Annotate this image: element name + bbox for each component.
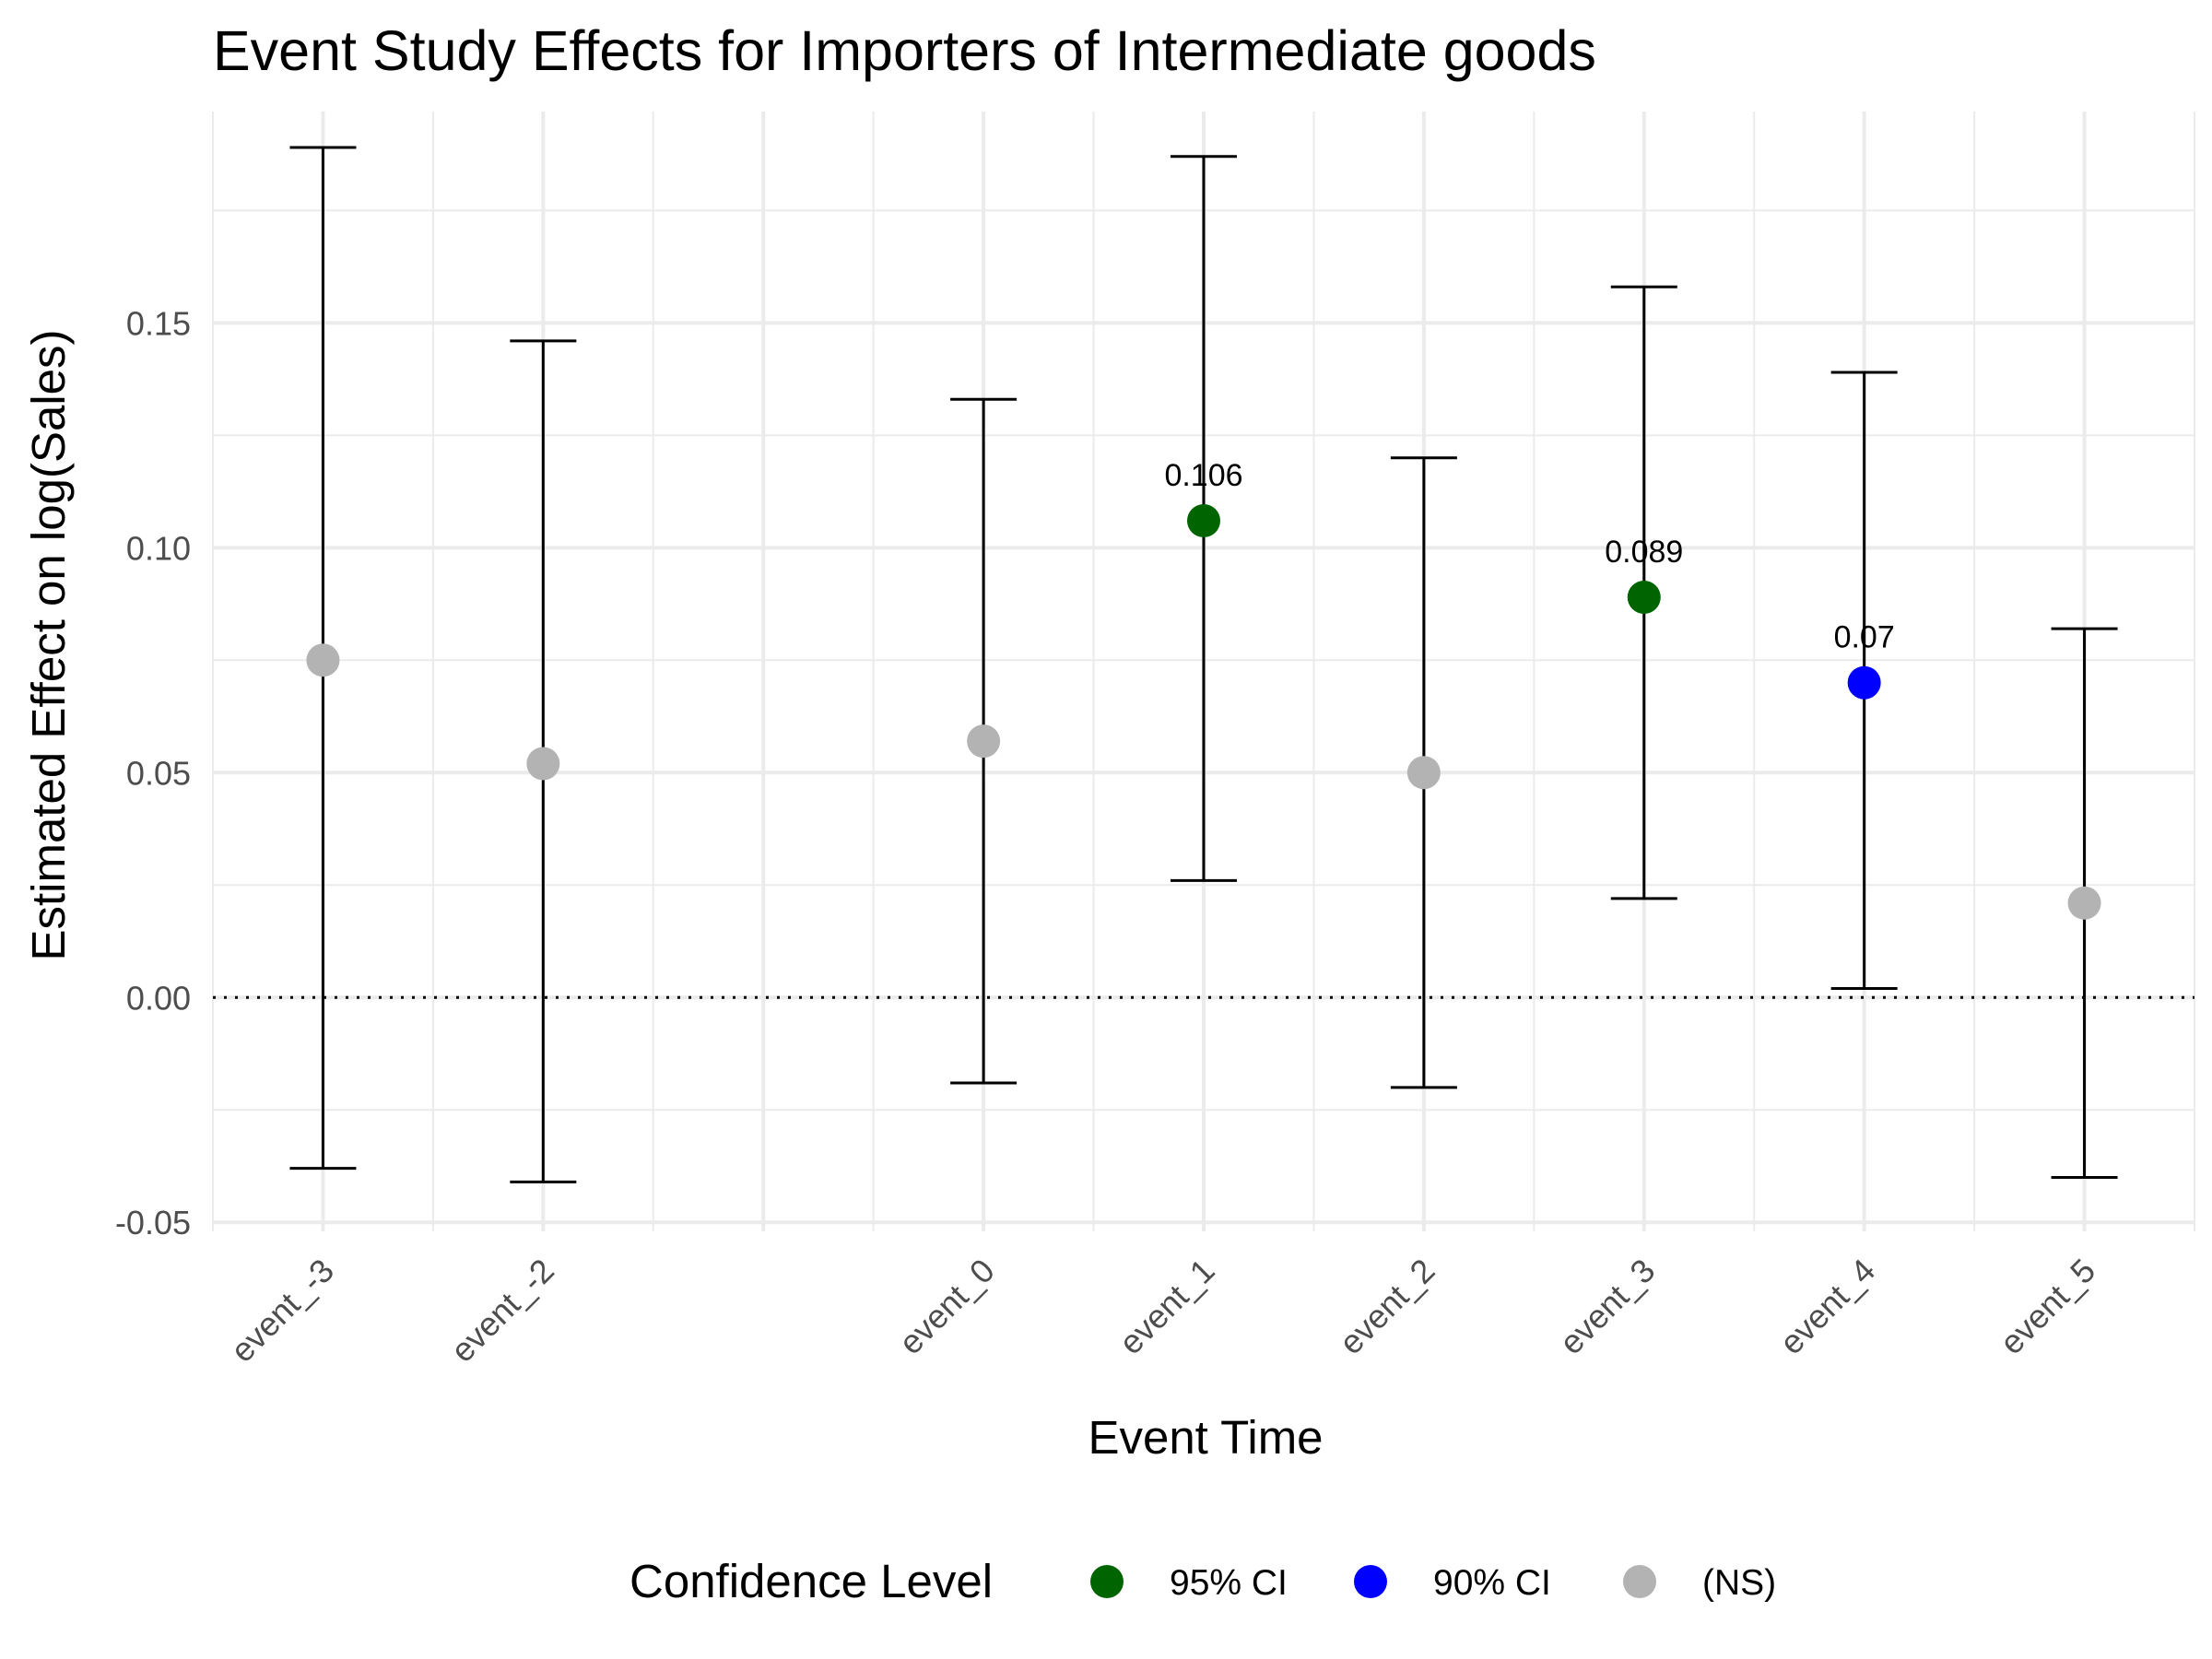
data-point — [1627, 580, 1661, 614]
chart-title: Event Study Effects for Importers of Int… — [213, 19, 1596, 82]
data-point — [306, 643, 340, 677]
y-tick-label: 0.00 — [126, 979, 191, 1017]
data-points — [306, 504, 2101, 920]
data-point — [2067, 886, 2101, 920]
legend-key — [1354, 1565, 1387, 1598]
x-tick-label: event_-3 — [223, 1252, 341, 1370]
legend-label: (NS) — [1702, 1563, 1776, 1603]
x-tick-label: event_-2 — [443, 1252, 561, 1370]
y-tick-label: 0.15 — [126, 304, 191, 342]
legend-label: 95% CI — [1170, 1563, 1288, 1603]
data-point — [1406, 756, 1441, 790]
x-tick-label: event_0 — [891, 1252, 1002, 1362]
data-point — [1847, 665, 1881, 700]
y-axis-ticks: -0.05 0.00 0.05 0.10 0.15 — [115, 304, 191, 1241]
x-tick-label: event_5 — [1993, 1252, 2103, 1362]
y-axis-title: Estimated Effect on log(Sales) — [22, 329, 75, 960]
data-label: 0.089 — [1605, 535, 1683, 570]
legend-title: Confidence Level — [629, 1555, 993, 1607]
data-point — [1187, 504, 1220, 538]
y-tick-label: 0.05 — [126, 754, 191, 792]
x-axis-ticks: event_-3 event_-2 event_0 event_1 event_2 eve… — [223, 1252, 2102, 1370]
data-labels: 0.106 0.089 0.07 — [1164, 458, 1894, 655]
x-tick-label: event_3 — [1552, 1252, 1663, 1362]
legend-label: 90% CI — [1433, 1563, 1551, 1603]
data-point — [967, 724, 1001, 759]
x-tick-label: event_1 — [1112, 1252, 1222, 1362]
legend-key — [1623, 1565, 1656, 1598]
legend: Confidence Level 95% CI 90% CI (NS) — [629, 1555, 1776, 1607]
x-tick-label: event_4 — [1772, 1252, 1883, 1362]
x-axis-title: Event Time — [1088, 1411, 1323, 1464]
data-label: 0.106 — [1164, 458, 1242, 493]
legend-key — [1090, 1565, 1124, 1598]
y-tick-label: 0.10 — [126, 529, 191, 567]
x-tick-label: event_2 — [1332, 1252, 1442, 1362]
y-tick-label: -0.05 — [115, 1204, 191, 1241]
data-point — [526, 747, 560, 781]
data-label: 0.07 — [1834, 620, 1895, 655]
